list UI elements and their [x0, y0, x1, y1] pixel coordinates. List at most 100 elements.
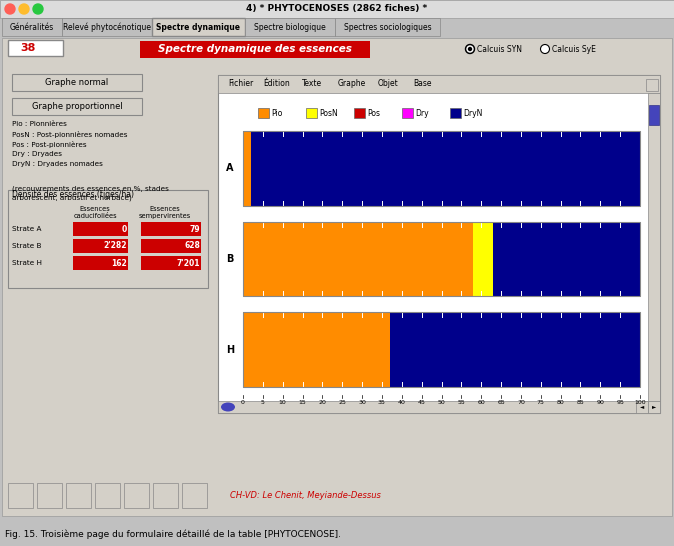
Text: 85: 85 [576, 401, 584, 406]
Text: Strate A: Strate A [12, 226, 42, 232]
FancyBboxPatch shape [648, 93, 660, 401]
Circle shape [19, 4, 29, 14]
FancyBboxPatch shape [8, 190, 208, 288]
FancyBboxPatch shape [243, 222, 640, 296]
FancyBboxPatch shape [66, 483, 91, 508]
Text: Spectre biologique: Spectre biologique [254, 22, 326, 32]
FancyBboxPatch shape [243, 131, 640, 205]
Circle shape [468, 48, 472, 50]
Text: A: A [226, 163, 234, 173]
FancyBboxPatch shape [0, 0, 674, 18]
Circle shape [541, 45, 549, 54]
Text: Strate B: Strate B [12, 243, 42, 249]
Circle shape [466, 45, 474, 54]
FancyBboxPatch shape [153, 483, 178, 508]
Text: 50: 50 [437, 401, 446, 406]
Text: 15: 15 [299, 401, 307, 406]
Text: 40: 40 [398, 401, 406, 406]
FancyBboxPatch shape [450, 108, 461, 118]
Text: Calcuis SyE: Calcuis SyE [552, 45, 596, 54]
Text: 80: 80 [557, 401, 565, 406]
Text: DryN : Dryades nomades: DryN : Dryades nomades [12, 161, 103, 167]
Text: Base: Base [413, 80, 431, 88]
FancyBboxPatch shape [636, 401, 648, 413]
FancyBboxPatch shape [140, 41, 370, 58]
FancyBboxPatch shape [306, 108, 317, 118]
FancyBboxPatch shape [245, 18, 335, 36]
Text: CH-VD: Le Chenit, Meyiande-Dessus: CH-VD: Le Chenit, Meyiande-Dessus [230, 491, 381, 501]
Text: Relevé phytocénotique: Relevé phytocénotique [63, 22, 151, 32]
Circle shape [33, 4, 43, 14]
FancyBboxPatch shape [8, 483, 33, 508]
FancyBboxPatch shape [402, 108, 413, 118]
Text: 20: 20 [318, 401, 326, 406]
FancyBboxPatch shape [335, 18, 440, 36]
Text: Spectre dynamique des essences: Spectre dynamique des essences [158, 45, 352, 55]
Text: 628: 628 [184, 241, 200, 251]
Text: 55: 55 [458, 401, 465, 406]
FancyBboxPatch shape [124, 483, 149, 508]
Text: Graphe: Graphe [338, 80, 366, 88]
Text: 70: 70 [517, 401, 525, 406]
FancyBboxPatch shape [12, 74, 142, 91]
FancyBboxPatch shape [473, 222, 493, 296]
FancyBboxPatch shape [37, 483, 62, 508]
Text: Généralités: Généralités [10, 22, 54, 32]
FancyBboxPatch shape [8, 40, 63, 56]
Text: Édition: Édition [263, 80, 290, 88]
FancyBboxPatch shape [258, 108, 269, 118]
Text: 10: 10 [279, 401, 286, 406]
Text: 95: 95 [616, 401, 624, 406]
Text: 7'201: 7'201 [177, 258, 200, 268]
FancyBboxPatch shape [2, 18, 62, 36]
Text: PosN: PosN [319, 109, 338, 117]
Text: Graphe proportionnel: Graphe proportionnel [32, 102, 123, 111]
FancyBboxPatch shape [12, 98, 142, 115]
Text: 65: 65 [497, 401, 505, 406]
FancyBboxPatch shape [243, 131, 251, 205]
Text: 30: 30 [358, 401, 366, 406]
Text: Spectre dynamique: Spectre dynamique [156, 22, 241, 32]
Circle shape [467, 46, 473, 52]
Text: ◄: ◄ [640, 405, 644, 410]
Text: 75: 75 [537, 401, 545, 406]
Text: 2'282: 2'282 [104, 241, 127, 251]
Text: Densité des essences (tiges/ha): Densité des essences (tiges/ha) [12, 189, 134, 199]
Circle shape [5, 4, 15, 14]
FancyBboxPatch shape [2, 38, 672, 516]
Text: 0: 0 [241, 401, 245, 406]
Text: Pos : Post-pionnières: Pos : Post-pionnières [12, 140, 87, 147]
Text: 90: 90 [596, 401, 604, 406]
Text: H: H [226, 345, 234, 355]
Text: Strate H: Strate H [12, 260, 42, 266]
Text: 25: 25 [338, 401, 346, 406]
Text: 5: 5 [261, 401, 265, 406]
Text: 162: 162 [111, 258, 127, 268]
FancyBboxPatch shape [251, 131, 640, 205]
FancyBboxPatch shape [73, 222, 128, 236]
Text: ►: ► [652, 405, 656, 410]
FancyBboxPatch shape [646, 79, 658, 91]
Text: 100: 100 [634, 401, 646, 406]
FancyBboxPatch shape [649, 105, 659, 125]
Text: 60: 60 [477, 401, 485, 406]
FancyBboxPatch shape [218, 401, 648, 413]
Text: 38: 38 [20, 43, 35, 53]
FancyBboxPatch shape [73, 239, 128, 253]
FancyBboxPatch shape [243, 222, 473, 296]
Text: Fig. 15. Troisième page du formulaire détaillé de la table [PHYTOCENOSE].: Fig. 15. Troisième page du formulaire dé… [5, 529, 341, 539]
Text: Objet: Objet [378, 80, 399, 88]
Text: Spectres sociologiques: Spectres sociologiques [344, 22, 431, 32]
Text: 4) * PHYTOCENOSES (2862 fiches) *: 4) * PHYTOCENOSES (2862 fiches) * [247, 4, 427, 14]
Text: Calcuis SYN: Calcuis SYN [477, 45, 522, 54]
Text: Pos: Pos [367, 109, 380, 117]
Text: 79: 79 [189, 224, 200, 234]
FancyBboxPatch shape [95, 483, 120, 508]
Text: Dry : Dryades: Dry : Dryades [12, 151, 62, 157]
FancyBboxPatch shape [390, 312, 640, 387]
Text: 35: 35 [378, 401, 386, 406]
Text: Pio: Pio [271, 109, 282, 117]
Ellipse shape [221, 402, 235, 412]
FancyBboxPatch shape [218, 75, 660, 93]
FancyBboxPatch shape [243, 312, 390, 387]
